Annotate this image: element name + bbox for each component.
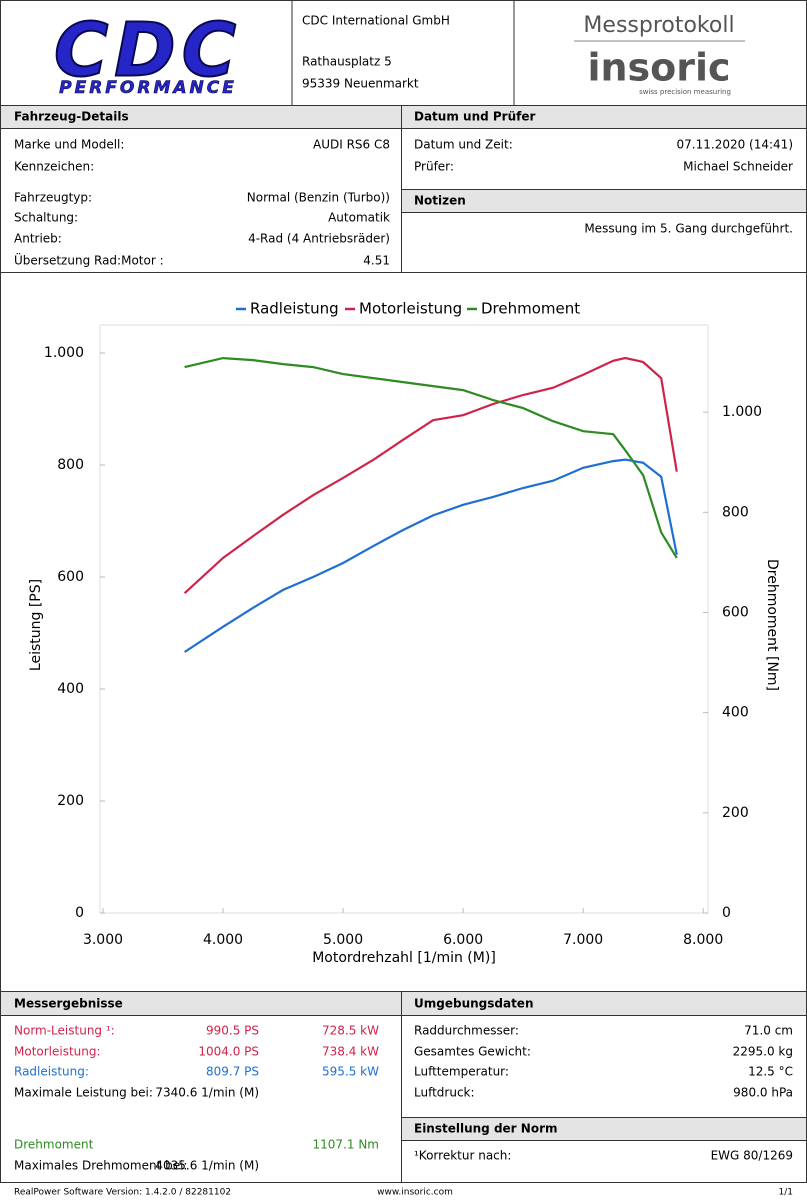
y-tick-label: 400 xyxy=(57,681,84,697)
x-axis-label: Motordrehzahl [1/min (M)] xyxy=(312,950,496,966)
y-tick-label: 200 xyxy=(57,793,84,809)
field-value: EWG 80/1269 xyxy=(711,1149,793,1163)
x-tick-label: 4.000 xyxy=(203,932,243,948)
y2-tick-label: 400 xyxy=(722,705,749,721)
y-tick-label: 800 xyxy=(57,457,84,473)
field-label: Übersetzung Rad:Motor : xyxy=(14,252,164,268)
y-axis-label: Leistung [PS] xyxy=(28,579,44,671)
x-tick-label: 5.000 xyxy=(323,932,363,948)
y2-tick-label: 1.000 xyxy=(722,404,762,420)
legend-label: Drehmoment xyxy=(481,300,580,318)
result-label: Maximale Leistung bei: xyxy=(14,1086,153,1100)
legend-label: Radleistung xyxy=(250,300,339,318)
result-value: 990.5 PS xyxy=(206,1024,259,1038)
company-name: CDC International GmbH xyxy=(302,14,450,28)
y-tick-label: 0 xyxy=(75,905,84,921)
y2-tick-label: 0 xyxy=(722,905,731,921)
result-value: 595.5 kW xyxy=(322,1065,379,1079)
field-label: Raddurchmesser: xyxy=(414,1024,519,1038)
section-title: Messergebnisse xyxy=(14,997,123,1011)
result-value: 728.5 kW xyxy=(322,1024,379,1038)
x-tick-label: 3.000 xyxy=(83,932,123,948)
logo-subtext: PERFORMANCE xyxy=(59,78,237,98)
data-line xyxy=(183,458,678,653)
result-value: 7340.6 1/min (M) xyxy=(155,1086,259,1100)
field-label: Lufttemperatur: xyxy=(414,1065,509,1079)
field-value: 07.11.2020 (14:41) xyxy=(677,138,793,152)
y2-axis-label: Drehmoment [Nm] xyxy=(764,559,780,691)
section-title: Notizen xyxy=(414,194,466,208)
field-value: 12.5 °C xyxy=(748,1065,793,1079)
brand-tagline: swiss precision measuring xyxy=(639,88,731,96)
y2-tick-label: 800 xyxy=(722,504,749,520)
company-street: Rathausplatz 5 xyxy=(302,55,392,69)
field-label: ¹Korrektur nach: xyxy=(414,1149,511,1163)
logo-text: CDC xyxy=(54,8,242,94)
y-tick-label: 1.000 xyxy=(44,345,84,361)
field-value: AUDI RS6 C8 xyxy=(313,138,390,152)
field-value: 4.51 xyxy=(363,254,390,268)
field-value: Automatik xyxy=(328,211,390,225)
result-value: 1107.1 Nm xyxy=(313,1138,379,1152)
company-city: 95339 Neuenmarkt xyxy=(302,77,419,91)
result-label: Motorleistung: xyxy=(14,1045,101,1059)
result-label: Radleistung: xyxy=(14,1065,89,1079)
field-label: Prüfer: xyxy=(414,160,454,174)
result-label: Maximales Drehmoment bei: xyxy=(14,1159,187,1173)
legend-label: Motorleistung xyxy=(359,300,462,318)
section-header-bg xyxy=(1,106,806,128)
field-value: 4-Rad (4 Antriebsräder) xyxy=(248,232,390,246)
footer-text: RealPower Software Version: 1.4.2.0 / 82… xyxy=(14,1188,231,1198)
field-label: Schaltung: xyxy=(14,211,78,225)
y-tick-label: 600 xyxy=(57,569,84,585)
result-value: 1004.0 PS xyxy=(198,1045,259,1059)
footer-text: 1/1 xyxy=(779,1188,793,1198)
field-label: Datum und Zeit: xyxy=(414,138,513,152)
data-line xyxy=(184,356,678,559)
y2-tick-label: 200 xyxy=(722,805,749,821)
section-header-bg xyxy=(1,992,806,1016)
result-value: 809.7 PS xyxy=(206,1065,259,1079)
x-tick-label: 6.000 xyxy=(443,932,483,948)
section-title: Einstellung der Norm xyxy=(414,1122,557,1136)
field-label: Luftdruck: xyxy=(414,1086,475,1100)
result-value: 738.4 kW xyxy=(322,1045,379,1059)
section-header-bg xyxy=(402,190,806,212)
note-text: Messung im 5. Gang durchgeführt. xyxy=(584,222,793,236)
section-title: Fahrzeug-Details xyxy=(14,110,129,124)
section-header-bg xyxy=(402,1118,806,1141)
field-value: 980.0 hPa xyxy=(733,1086,793,1100)
field-label: Marke und Modell: xyxy=(14,138,124,152)
footer-text: www.insoric.com xyxy=(377,1188,453,1198)
result-label: Drehmoment xyxy=(14,1138,94,1152)
section-title: Umgebungsdaten xyxy=(414,997,534,1011)
field-label: Kennzeichen: xyxy=(14,160,94,174)
field-label: Gesamtes Gewicht: xyxy=(414,1045,531,1059)
y2-tick-label: 600 xyxy=(722,604,749,620)
plot-frame xyxy=(99,324,709,914)
field-label: Fahrzeugtyp: xyxy=(14,191,92,205)
field-value: Normal (Benzin (Turbo)) xyxy=(247,191,390,205)
protocol-title: Messprotokoll xyxy=(583,13,734,38)
x-tick-label: 8.000 xyxy=(683,932,723,948)
data-line xyxy=(183,356,678,595)
field-value: Michael Schneider xyxy=(683,160,793,174)
result-value: 4035.6 1/min (M) xyxy=(155,1159,259,1173)
section-title: Datum und Prüfer xyxy=(414,110,535,124)
field-value: 71.0 cm xyxy=(744,1024,793,1038)
result-label: Norm-Leistung ¹: xyxy=(14,1024,115,1038)
field-value: 2295.0 kg xyxy=(733,1045,793,1059)
x-tick-label: 7.000 xyxy=(563,932,603,948)
brand-logo: insoric xyxy=(587,46,730,90)
field-label: Antrieb: xyxy=(14,232,62,246)
